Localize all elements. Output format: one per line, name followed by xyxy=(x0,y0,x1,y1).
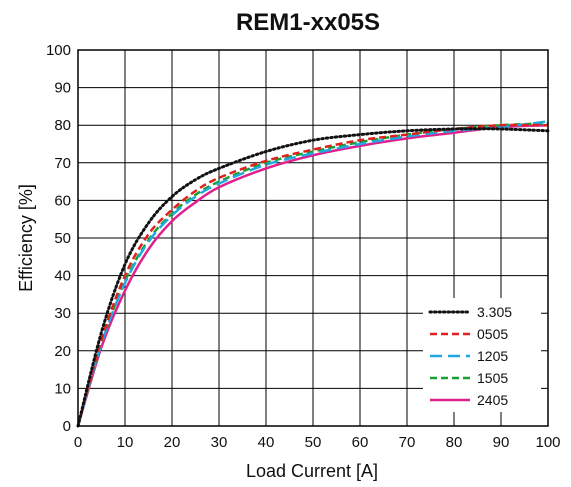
x-tick-label: 70 xyxy=(399,434,416,451)
legend-label: 1205 xyxy=(477,348,508,364)
legend-label: 3.305 xyxy=(477,304,512,320)
x-axis-label: Load Current [A] xyxy=(246,461,378,481)
y-tick-label: 60 xyxy=(54,192,71,209)
y-tick-label: 80 xyxy=(54,117,71,134)
y-tick-labels: 0 10 20 30 40 50 60 70 80 90 100 xyxy=(46,42,71,435)
x-tick-label: 50 xyxy=(305,434,322,451)
y-tick-label: 100 xyxy=(46,42,71,59)
x-tick-label: 90 xyxy=(493,434,510,451)
y-tick-label: 0 xyxy=(63,418,71,435)
y-tick-label: 90 xyxy=(54,80,71,97)
x-tick-label: 0 xyxy=(74,434,82,451)
y-tick-label: 10 xyxy=(54,380,71,397)
x-tick-label: 40 xyxy=(258,434,275,451)
x-tick-labels: 0 10 20 30 40 50 60 70 80 90 100 xyxy=(74,434,561,451)
chart-title: REM1-xx05S xyxy=(236,9,380,36)
y-tick-label: 20 xyxy=(54,343,71,360)
x-tick-label: 20 xyxy=(164,434,181,451)
series-line-2405 xyxy=(76,123,549,427)
x-tick-label: 100 xyxy=(535,434,560,451)
y-tick-label: 40 xyxy=(54,268,71,285)
series-line-3.305 xyxy=(76,127,550,428)
y-tick-label: 70 xyxy=(54,155,71,172)
x-tick-label: 60 xyxy=(352,434,369,451)
legend-label: 0505 xyxy=(477,326,508,342)
series-line-1205 xyxy=(76,120,549,427)
y-tick-label: 50 xyxy=(54,230,71,247)
legend-label: 2405 xyxy=(477,392,508,408)
y-axis-label: Efficiency [%] xyxy=(16,184,36,292)
legend-box xyxy=(423,298,541,412)
y-tick-label: 30 xyxy=(54,305,71,322)
legend: 3.305 0505 1205 1505 2405 xyxy=(423,298,541,412)
plot-frame xyxy=(77,49,549,427)
series-lines xyxy=(76,120,550,428)
x-tick-label: 30 xyxy=(211,434,228,451)
legend-label: 1505 xyxy=(477,370,508,386)
x-tick-label: 10 xyxy=(117,434,134,451)
x-tick-label: 80 xyxy=(446,434,463,451)
